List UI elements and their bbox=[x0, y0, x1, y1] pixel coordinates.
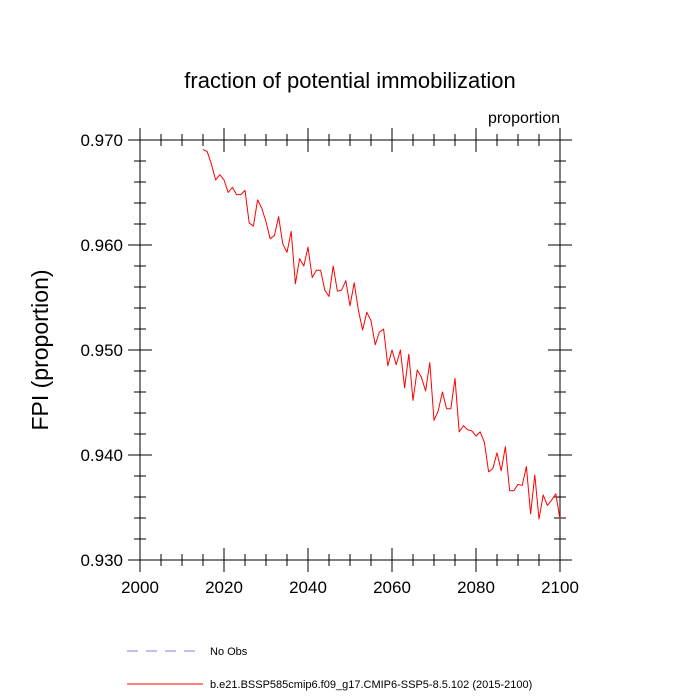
y-tick-label: 0.960 bbox=[80, 236, 123, 255]
y-tick-label: 0.970 bbox=[80, 131, 123, 150]
plot-border bbox=[139, 139, 561, 561]
x-tick-label: 2100 bbox=[541, 578, 579, 597]
y-tick-label: 0.940 bbox=[80, 446, 123, 465]
legend-label: No Obs bbox=[210, 646, 248, 658]
plot-frame bbox=[139, 139, 561, 561]
legend-label: b.e21.BSSP585cmip6.f09_g17.CMIP6-SSP5-8.… bbox=[210, 679, 532, 691]
y-axis-tick-labels: 0.930 0.940 0.950 0.960 0.970 bbox=[80, 131, 123, 570]
series-line bbox=[202, 149, 561, 520]
series-layer bbox=[202, 149, 561, 520]
x-axis-tick-labels: 2000 2020 2040 2060 2080 2100 bbox=[121, 578, 579, 597]
y-axis-label: FPI (proportion) bbox=[27, 269, 53, 430]
x-tick-label: 2000 bbox=[121, 578, 159, 597]
y-axis-ticks bbox=[128, 139, 572, 561]
x-tick-label: 2080 bbox=[457, 578, 495, 597]
chart-title: fraction of potential immobilization bbox=[184, 68, 515, 93]
units-label: proportion bbox=[488, 110, 560, 127]
x-tick-label: 2020 bbox=[205, 578, 243, 597]
x-axis-ticks bbox=[139, 128, 561, 572]
x-tick-label: 2040 bbox=[289, 578, 327, 597]
x-tick-label: 2060 bbox=[373, 578, 411, 597]
legend: No Obs b.e21.BSSP585cmip6.f09_g17.CMIP6-S… bbox=[127, 646, 532, 691]
y-tick-label: 0.950 bbox=[80, 341, 123, 360]
y-tick-label: 0.930 bbox=[80, 551, 123, 570]
